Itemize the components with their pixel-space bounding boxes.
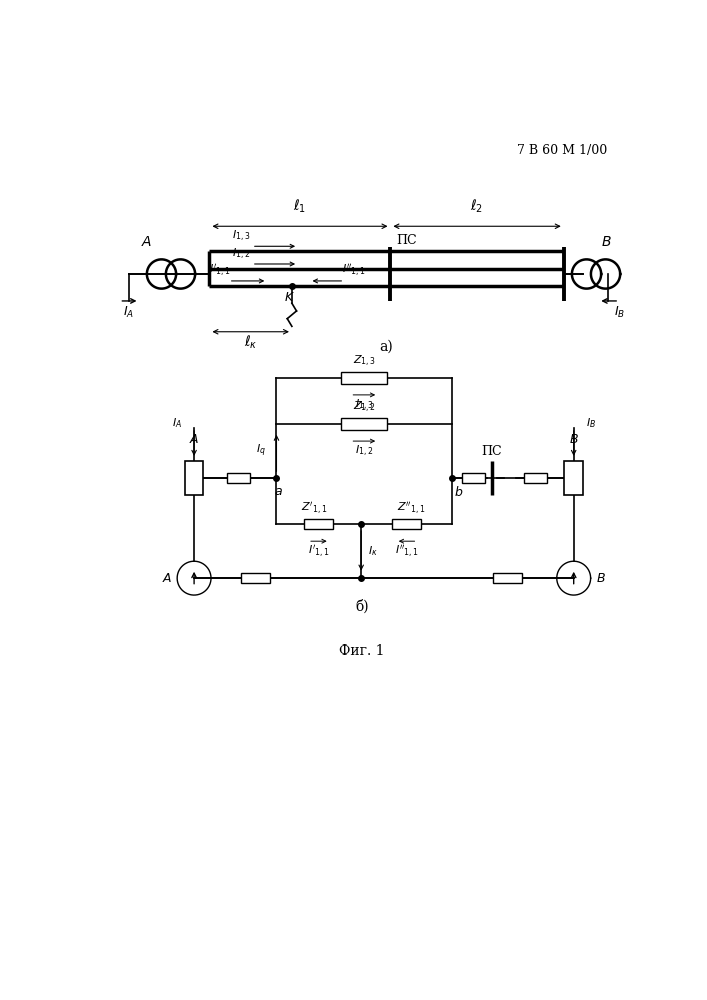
Text: $A$: $A$ <box>162 572 173 585</box>
Text: 7 В 60 М 1/00: 7 В 60 М 1/00 <box>518 144 608 157</box>
Bar <box>227 473 250 483</box>
Bar <box>241 573 270 583</box>
Text: $I_B$: $I_B$ <box>585 416 596 430</box>
Text: $I_{1,2}$: $I_{1,2}$ <box>355 444 373 459</box>
Text: $I'_{1,1}$: $I'_{1,1}$ <box>209 263 230 279</box>
Text: $I''_{1,1}$: $I''_{1,1}$ <box>395 544 419 560</box>
Text: $I_A$: $I_A$ <box>172 416 182 430</box>
Text: $\ell_\kappa$: $\ell_\kappa$ <box>244 334 257 351</box>
Bar <box>185 461 204 495</box>
Text: $A$: $A$ <box>141 235 152 249</box>
Text: $I_\kappa$: $I_\kappa$ <box>368 544 378 558</box>
Text: $a$: $a$ <box>274 485 282 498</box>
Text: $B$: $B$ <box>601 235 612 249</box>
Text: $Z_{1,3}$: $Z_{1,3}$ <box>353 353 376 369</box>
Text: $I_{1,3}$: $I_{1,3}$ <box>232 229 250 244</box>
Text: $B$: $B$ <box>569 433 578 446</box>
Text: $b$: $b$ <box>453 485 463 499</box>
Text: $I''_{1,1}$: $I''_{1,1}$ <box>341 263 366 279</box>
Text: $Z'_{1,1}$: $Z'_{1,1}$ <box>301 501 327 517</box>
Text: $Z''_{1,1}$: $Z''_{1,1}$ <box>397 501 426 517</box>
Text: $I_{1,2}$: $I_{1,2}$ <box>232 246 250 262</box>
Text: а): а) <box>380 340 394 354</box>
Text: $I_B$: $I_B$ <box>614 305 625 320</box>
Text: $\ell_2$: $\ell_2$ <box>470 198 484 215</box>
Bar <box>341 418 387 430</box>
Text: $I'_{1,1}$: $I'_{1,1}$ <box>308 544 329 560</box>
Text: $\ell_1$: $\ell_1$ <box>293 198 307 215</box>
Text: б): б) <box>355 599 369 614</box>
Bar <box>341 372 387 384</box>
Bar <box>304 519 334 529</box>
Text: $A$: $A$ <box>189 433 199 446</box>
Text: Фиг. 1: Фиг. 1 <box>339 644 385 658</box>
Text: ПС: ПС <box>397 234 417 247</box>
Text: $I_{1,3}$: $I_{1,3}$ <box>355 398 373 413</box>
Bar <box>392 519 421 529</box>
Text: $K$: $K$ <box>284 291 295 304</box>
Text: $I_A$: $I_A$ <box>123 305 134 320</box>
Text: $Z_{1,2}$: $Z_{1,2}$ <box>353 400 375 415</box>
Bar <box>564 461 583 495</box>
Bar <box>493 573 522 583</box>
Text: ПС: ПС <box>481 445 503 458</box>
Bar <box>524 473 547 483</box>
Bar <box>462 473 485 483</box>
Text: $B$: $B$ <box>596 572 606 585</box>
Text: $I_q$: $I_q$ <box>256 443 266 459</box>
